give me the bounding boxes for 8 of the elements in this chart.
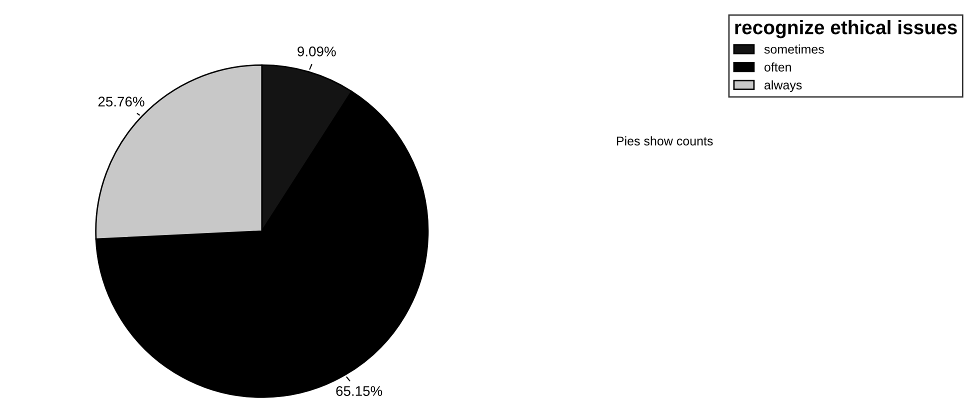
data-label: 9.09% xyxy=(298,46,336,56)
legend-label: sometimes xyxy=(764,44,824,54)
text: Pies show counts xyxy=(616,136,713,146)
legend-label: often xyxy=(764,62,791,72)
legend-title: recognize ethical issues xyxy=(735,20,957,38)
data-label: 25.76% xyxy=(98,96,144,107)
data-label: 65.15% xyxy=(336,386,382,396)
legend-label: always xyxy=(764,80,802,92)
